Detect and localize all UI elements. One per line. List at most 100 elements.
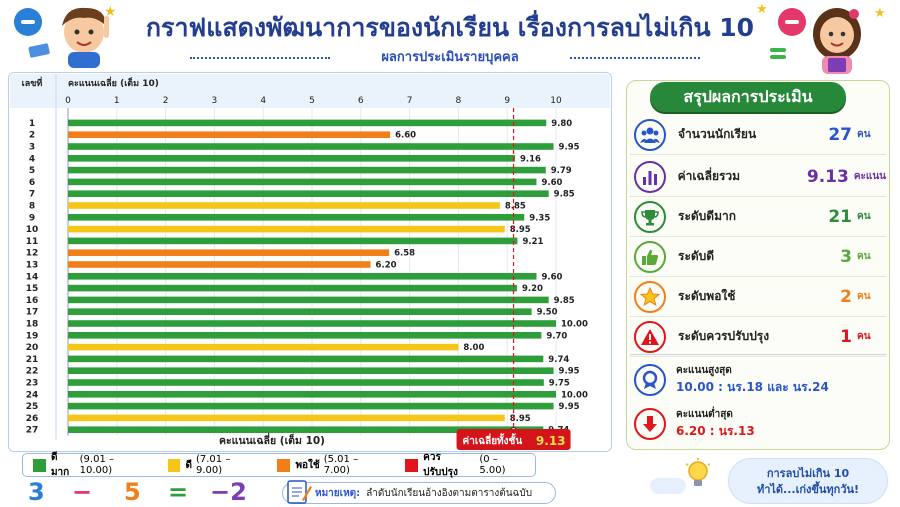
bar-value-label: 6.60: [395, 131, 416, 141]
summary-row: ระดับควรปรับปรุง 1 คน: [630, 317, 886, 357]
sparkle-icon: ★: [756, 2, 768, 17]
row-number-label: 26: [26, 414, 39, 424]
summary-row: ระดับดีมาก 21 คน: [630, 197, 886, 237]
min-score-value: 6.20 : นร.13: [676, 424, 755, 438]
mean-callout-box: [456, 429, 571, 450]
legend-range: (5.01 – 7.00): [323, 454, 359, 476]
summary-row-value: 9.13: [806, 166, 849, 187]
bar-value-label: 9.70: [546, 331, 567, 341]
note-box: หมายเหตุ: ลำดับนักเรียนอ้างอิงตามตารางต้…: [282, 482, 556, 504]
summary-row-label: ระดับดีมาก: [678, 209, 737, 223]
summary-row-unit: คะแนน: [853, 171, 886, 182]
summary-row-label: ค่าเฉลี่ยรวม: [677, 169, 741, 183]
row-number-label: 23: [26, 379, 39, 389]
bar: [68, 261, 371, 268]
legend-item: ควรปรับปรุง (0 – 5.00): [405, 450, 527, 480]
summary-row-value: 21: [828, 206, 852, 227]
sparkle-icon: ★: [874, 6, 886, 21]
bar-value-label: 6.58: [394, 249, 415, 259]
x-tick-label: 6: [358, 96, 364, 106]
bar: [68, 202, 500, 209]
bar: [68, 296, 549, 304]
summary-row: จำนวนนักเรียน 27 คน: [630, 115, 886, 155]
note-text: ลำดับนักเรียนอ้างอิงตามตารางต้นฉบับ: [366, 487, 533, 499]
summary-row: ค่าเฉลี่ยรวม 9.13 คะแนน: [630, 157, 886, 197]
max-score-label: คะแนนสูงสุด: [676, 365, 732, 376]
row-number-label: 16: [26, 296, 39, 306]
subtitle-line-right: [570, 57, 700, 59]
x-tick-label: 0: [65, 96, 71, 106]
page-subtitle: ผลการประเมินรายบุคคล: [210, 46, 690, 67]
bar-value-label: 9.21: [522, 237, 543, 247]
legend-range: (7.01 – 9.00): [195, 454, 231, 476]
x-axis-title: คะแนนเฉลี่ย (เต็ม 10): [219, 432, 325, 447]
row-number-label: 19: [26, 331, 39, 341]
row-number-label: 21: [26, 355, 39, 365]
bar-value-label: 9.85: [554, 296, 575, 306]
summary-row: ระดับพอใช้ 2 คน: [630, 277, 886, 317]
bar-chart: เลขที่ คะแนนเฉลี่ย (เต็ม 10)0 1 2 3 4 5 6 7 8 9 101…: [10, 74, 610, 450]
bar: [68, 249, 390, 256]
bar: [68, 214, 525, 221]
notepad-icon: [287, 480, 312, 504]
bar: [68, 308, 532, 315]
legend-label: ควรปรับปรุง: [423, 452, 458, 478]
row-number-label: 3: [29, 143, 35, 153]
row-number-label: 11: [26, 237, 39, 247]
cloud-line-2: ทำได้...เก่งขึ้นทุกวัน!: [756, 483, 860, 496]
bar-value-label: 9.60: [541, 178, 562, 188]
bar-value-label: 9.79: [551, 166, 572, 176]
bar-value-label: 9.50: [537, 308, 558, 318]
summary-panel: [626, 80, 890, 450]
summary-row-unit: คน: [857, 129, 871, 140]
row-number-label: 22: [26, 367, 39, 377]
encouragement-cloud: การลบไม่เกิน 10 ทำได้...เก่งขึ้นทุกวัน!: [728, 458, 888, 504]
max-score-row: คะแนนสูงสุด 10.00 : นร.18 และ นร.24: [630, 358, 886, 402]
summary-divider: [630, 354, 886, 355]
bar-value-label: 8.85: [505, 202, 526, 212]
summary-row-unit: คน: [857, 211, 871, 222]
summary-row-value: 27: [828, 124, 852, 145]
bar-value-label: 9.95: [559, 143, 580, 153]
x-tick-label: 1: [114, 96, 120, 106]
row-number-label: 17: [26, 308, 39, 318]
summary-row-value: 1: [840, 326, 852, 347]
legend-swatch: [33, 458, 46, 472]
bar: [68, 367, 554, 374]
bar-value-label: 8.95: [510, 414, 531, 424]
chart-header-band: [10, 74, 610, 108]
legend-item: ดีมาก (9.01 – 10.00): [33, 450, 150, 480]
bar: [68, 155, 516, 162]
mean-callout-value: 9.13: [536, 434, 566, 448]
row-number-label: 12: [26, 249, 39, 259]
bar-value-label: 9.35: [529, 213, 550, 223]
summary-row-unit: คน: [857, 331, 871, 342]
bar: [68, 273, 537, 280]
row-number-label: 27: [26, 426, 39, 436]
x-tick-label: 8: [456, 96, 462, 106]
bar: [68, 402, 554, 410]
bar-value-label: 9.16: [520, 154, 541, 164]
summary-row-value: 2: [840, 286, 852, 307]
bar-value-label: 6.20: [376, 261, 397, 271]
bar: [68, 143, 554, 150]
legend-swatch: [277, 458, 291, 472]
bar-value-label: 9.95: [559, 367, 580, 377]
x-tick-label: 10: [550, 96, 562, 106]
legend-label: ดี: [185, 459, 192, 471]
bar-value-label: 9.80: [551, 119, 572, 129]
bar-value-label: 9.20: [522, 284, 543, 294]
x-tick-label: 9: [504, 96, 510, 106]
summary-row-label: จำนวนนักเรียน: [678, 127, 757, 141]
summary-row-value: 3: [840, 246, 852, 267]
equation-number-a: 3: [28, 478, 45, 506]
bar: [68, 225, 505, 233]
warning-icon: [634, 320, 666, 353]
bar: [68, 426, 544, 433]
subtitle-line-left: [190, 57, 330, 59]
row-number-label: 4: [29, 154, 35, 164]
bar-chart-icon: [634, 160, 666, 193]
eraser-icon: [28, 43, 50, 58]
bar: [68, 320, 556, 327]
row-number-label: 13: [26, 261, 39, 271]
